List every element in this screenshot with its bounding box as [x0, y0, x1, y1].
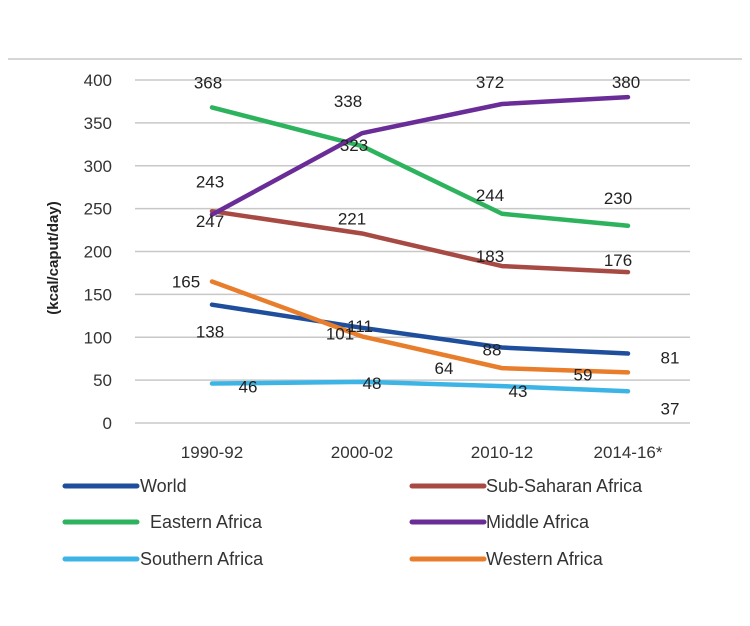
data-label: 247: [196, 212, 224, 231]
data-label: 243: [196, 173, 224, 192]
x-tick-label: 1990-92: [181, 443, 243, 462]
data-label: 111: [347, 317, 373, 336]
data-label: 59: [574, 365, 593, 384]
legend-label: Eastern Africa: [150, 512, 263, 532]
legend-label: World: [140, 476, 187, 496]
y-tick-label: 400: [84, 71, 112, 90]
data-label: 230: [604, 189, 632, 208]
data-label: 88: [483, 341, 502, 360]
y-tick-label: 200: [84, 243, 112, 262]
legend-label: Southern Africa: [140, 549, 264, 569]
data-label: 48: [363, 374, 382, 393]
y-tick-label: 150: [84, 285, 112, 304]
y-axis-title: (kcal/caput/day): [45, 201, 62, 314]
y-tick-label: 50: [93, 371, 112, 390]
data-label: 380: [612, 73, 640, 92]
series-line-sub-saharan-africa: [209, 208, 631, 275]
data-label: 338: [334, 92, 362, 111]
data-label: 183: [476, 247, 504, 266]
series-line-southern-africa: [209, 379, 631, 394]
data-label: 43: [509, 382, 528, 401]
y-tick-label: 0: [103, 414, 112, 433]
series-line-world: [209, 302, 631, 356]
legend-label: Middle Africa: [486, 512, 590, 532]
data-label: 244: [476, 186, 504, 205]
data-label: 323: [340, 136, 368, 155]
data-label: 37: [661, 399, 680, 418]
data-label: 176: [604, 251, 632, 270]
data-label: 221: [338, 209, 366, 228]
x-tick-label: 2014-16*: [593, 443, 662, 462]
data-label: 165: [172, 273, 200, 292]
y-tick-label: 100: [84, 328, 112, 347]
legend-label: Sub-Saharan Africa: [486, 476, 643, 496]
data-label: 138: [196, 323, 224, 342]
data-label: 64: [435, 359, 454, 378]
data-label: 368: [194, 73, 222, 92]
y-tick-label: 300: [84, 157, 112, 176]
data-label: 372: [476, 73, 504, 92]
series-line-western-africa: [209, 279, 631, 375]
data-label: 46: [239, 378, 258, 397]
data-label: 101: [326, 324, 354, 343]
y-tick-label: 250: [84, 200, 112, 219]
data-label: 81: [661, 349, 680, 368]
chart-frame: [8, 58, 742, 596]
x-tick-label: 2000-02: [331, 443, 393, 462]
legend-label: Western Africa: [486, 549, 604, 569]
x-tick-label: 2010-12: [471, 443, 533, 462]
series-line-middle-africa: [209, 94, 631, 217]
y-tick-label: 350: [84, 114, 112, 133]
series-line-eastern-africa: [209, 105, 631, 229]
